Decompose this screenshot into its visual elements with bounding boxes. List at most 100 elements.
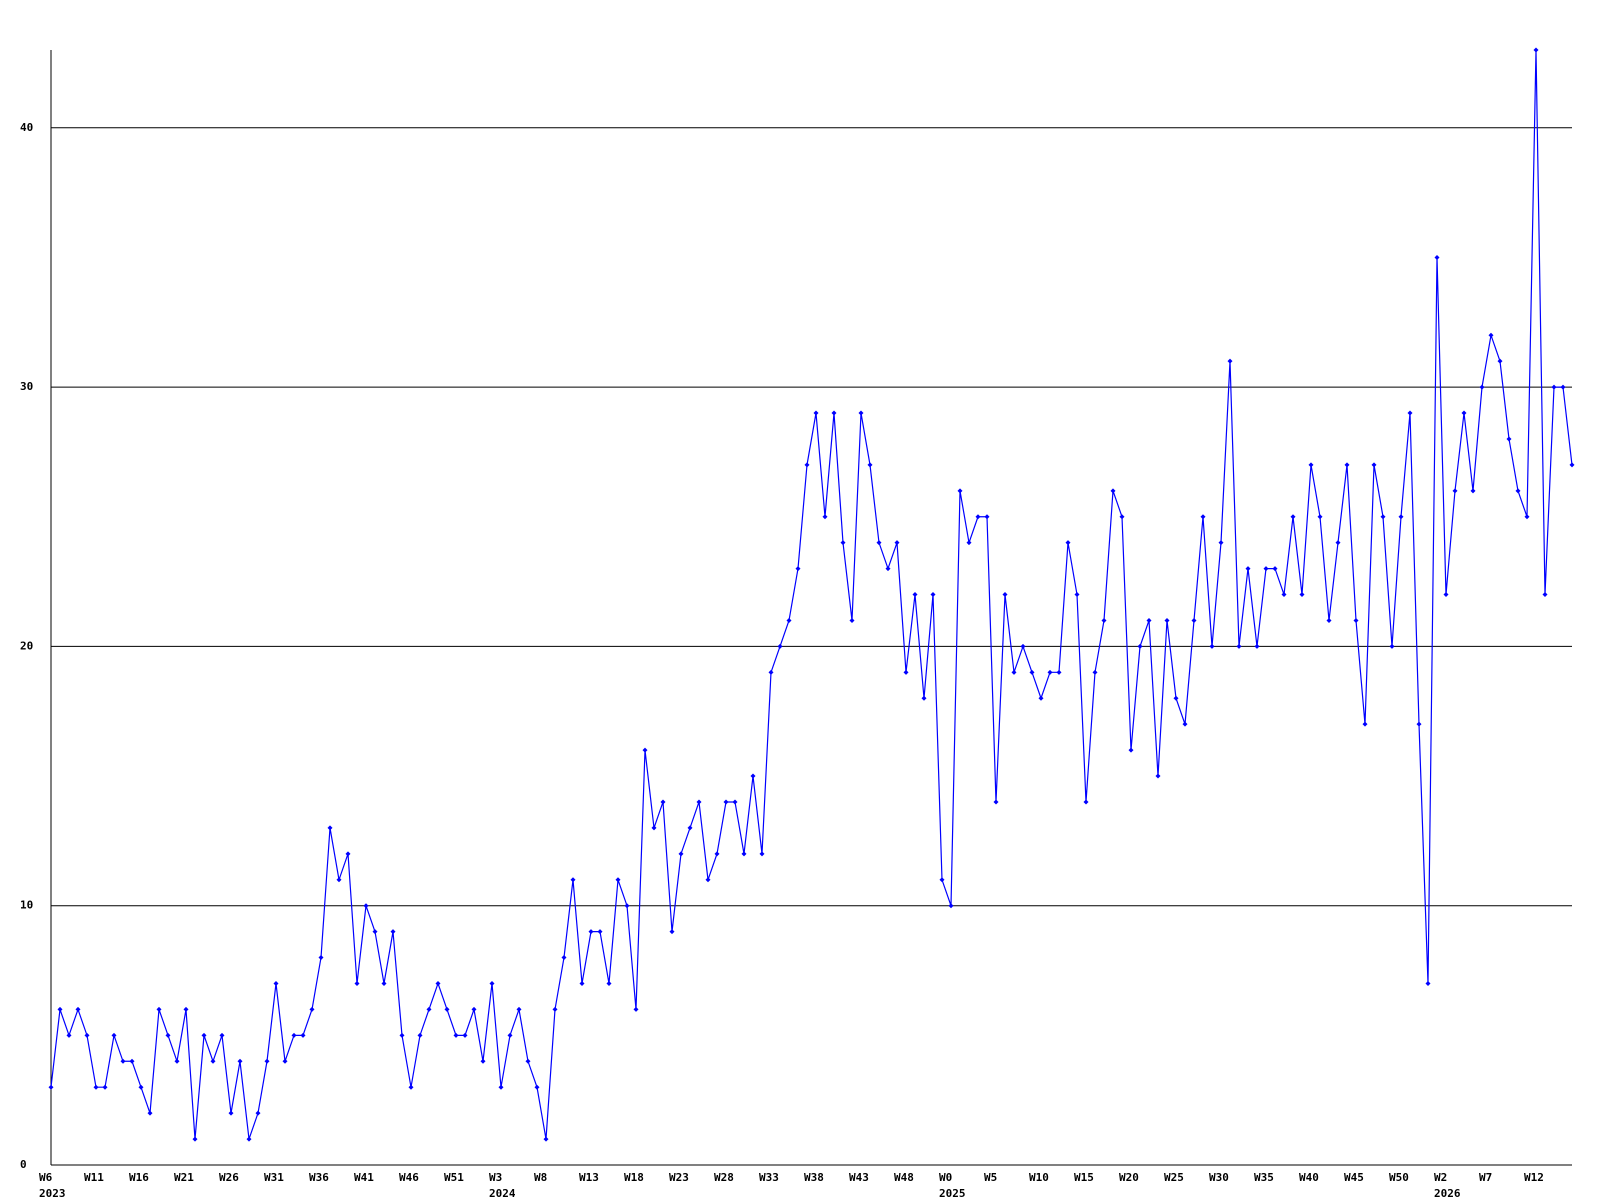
point-marker <box>1515 488 1521 494</box>
x-tick-label: W48 <box>894 1171 914 1184</box>
point-marker <box>1344 462 1350 468</box>
point-marker <box>381 980 387 986</box>
point-marker <box>1038 695 1044 701</box>
point-marker <box>768 669 774 675</box>
point-marker <box>1245 566 1251 572</box>
point-marker <box>390 929 396 935</box>
point-marker <box>1164 617 1170 623</box>
point-marker <box>840 540 846 546</box>
point-marker <box>669 929 675 935</box>
point-marker <box>489 980 495 986</box>
point-marker <box>264 1058 270 1064</box>
x-tick-label: W33 <box>759 1171 779 1184</box>
x-tick-label: W0 <box>939 1171 952 1184</box>
x-tick-label: W41 <box>354 1171 374 1184</box>
point-marker <box>948 903 954 909</box>
x-tick-label: W20 <box>1119 1171 1139 1184</box>
point-marker <box>1074 592 1080 598</box>
point-marker <box>885 566 891 572</box>
point-marker <box>795 566 801 572</box>
point-marker <box>1011 669 1017 675</box>
point-marker <box>210 1058 216 1064</box>
point-marker <box>1452 488 1458 494</box>
point-marker <box>498 1084 504 1090</box>
point-marker <box>1497 358 1503 364</box>
point-marker <box>453 1032 459 1038</box>
point-marker <box>957 488 963 494</box>
point-marker <box>1128 747 1134 753</box>
point-marker <box>1047 669 1053 675</box>
point-marker <box>1335 540 1341 546</box>
point-marker <box>687 825 693 831</box>
x-tick-label: W15 <box>1074 1171 1094 1184</box>
point-marker <box>1380 514 1386 520</box>
point-marker <box>696 799 702 805</box>
point-marker <box>1137 643 1143 649</box>
point-marker <box>723 799 729 805</box>
x-tick-label: W8 <box>534 1171 547 1184</box>
y-tick-label: 40 <box>20 121 33 134</box>
point-marker <box>984 514 990 520</box>
point-marker <box>579 980 585 986</box>
point-marker <box>930 592 936 598</box>
x-tick-label: W43 <box>849 1171 869 1184</box>
point-marker <box>192 1136 198 1142</box>
x-tick-label: W13 <box>579 1171 599 1184</box>
point-marker <box>1326 617 1332 623</box>
x-tick-label: W38 <box>804 1171 824 1184</box>
point-marker <box>561 955 567 961</box>
point-marker <box>813 410 819 416</box>
point-marker <box>228 1110 234 1116</box>
point-marker <box>255 1110 261 1116</box>
point-marker <box>849 617 855 623</box>
point-marker <box>804 462 810 468</box>
point-marker <box>282 1058 288 1064</box>
point-marker <box>156 1006 162 1012</box>
point-marker <box>1155 773 1161 779</box>
point-marker <box>1254 643 1260 649</box>
point-marker <box>1551 384 1557 390</box>
point-marker <box>309 1006 315 1012</box>
point-marker <box>1299 592 1305 598</box>
point-marker <box>237 1058 243 1064</box>
point-marker <box>1488 332 1494 338</box>
x-tick-label: W12 <box>1524 1171 1544 1184</box>
point-marker <box>858 410 864 416</box>
point-marker <box>705 877 711 883</box>
x-tick-label: W45 <box>1344 1171 1364 1184</box>
point-marker <box>480 1058 486 1064</box>
point-marker <box>678 851 684 857</box>
point-marker <box>993 799 999 805</box>
x-tick-label: W21 <box>174 1171 194 1184</box>
point-marker <box>1263 566 1269 572</box>
point-marker <box>471 1006 477 1012</box>
point-marker <box>651 825 657 831</box>
x-tick-label: W16 <box>129 1171 149 1184</box>
point-marker <box>165 1032 171 1038</box>
point-marker <box>138 1084 144 1090</box>
point-marker <box>273 980 279 986</box>
x-tick-label: W23 <box>669 1171 689 1184</box>
x-tick-label: W25 <box>1164 1171 1184 1184</box>
point-marker <box>1479 384 1485 390</box>
x-tick-label: W26 <box>219 1171 239 1184</box>
series-line <box>50 49 1573 1140</box>
point-marker <box>615 877 621 883</box>
point-marker <box>147 1110 153 1116</box>
point-marker <box>750 773 756 779</box>
point-marker <box>1110 488 1116 494</box>
point-marker <box>363 903 369 909</box>
point-marker <box>1083 799 1089 805</box>
point-marker <box>660 799 666 805</box>
point-marker <box>876 540 882 546</box>
point-marker <box>543 1136 549 1142</box>
point-marker <box>1371 462 1377 468</box>
point-marker <box>1146 617 1152 623</box>
y-tick-label: 0 <box>20 1158 27 1171</box>
point-marker <box>1236 643 1242 649</box>
y-tick-label: 20 <box>20 639 33 652</box>
year-label: 2025 <box>939 1187 966 1200</box>
point-marker <box>1407 410 1413 416</box>
point-marker <box>939 877 945 883</box>
x-tick-label: W3 <box>489 1171 502 1184</box>
